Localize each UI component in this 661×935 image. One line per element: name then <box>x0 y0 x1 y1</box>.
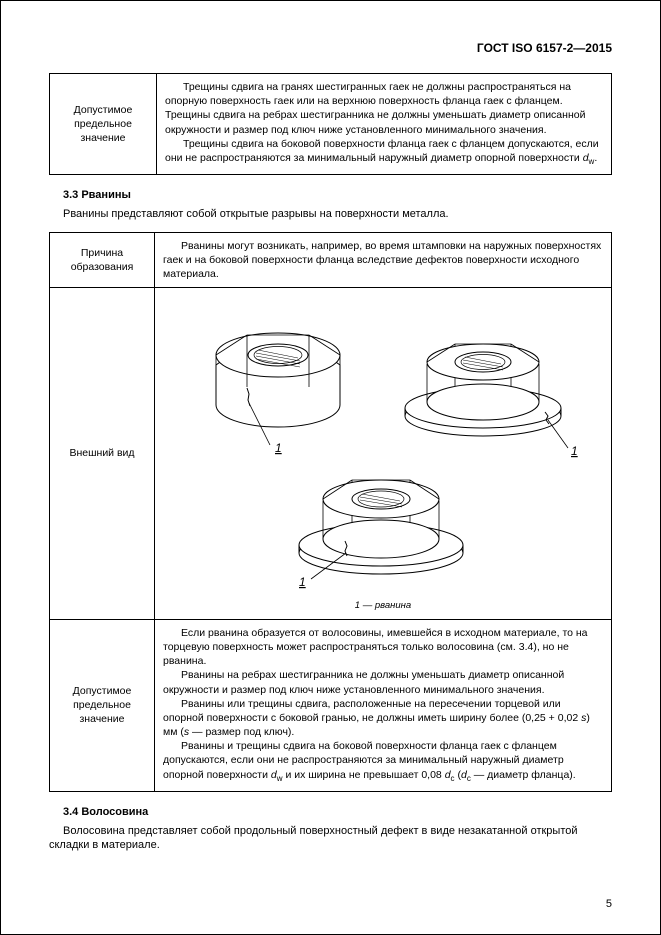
page-number: 5 <box>606 898 612 910</box>
t2-r1-label: Причина образования <box>50 232 155 288</box>
t2-r2-label: Внешний вид <box>50 288 155 620</box>
t2-r3-text: Если рванина образуется от волосовины, и… <box>155 619 612 791</box>
t2-r3-label: Допустимое предельное значение <box>50 619 155 791</box>
nut-svg: 1 <box>163 298 603 598</box>
svg-text:1: 1 <box>275 441 282 455</box>
t1-p1: Трещины сдвига на гранях шестигранных га… <box>165 80 603 137</box>
page: ГОСТ ISO 6157-2—2015 Допустимое предельн… <box>0 0 661 935</box>
t1-text: Трещины сдвига на гранях шестигранных га… <box>157 74 612 175</box>
sec33-intro: Рванины представляют собой открытые разр… <box>49 207 612 222</box>
table-rvaniny: Причина образования Рванины могут возник… <box>49 232 612 792</box>
svg-text:1: 1 <box>299 575 306 589</box>
t2-diagram-cell: 1 <box>155 288 612 620</box>
t1-p2: Трещины сдвига на боковой поверхности фл… <box>165 137 603 168</box>
svg-text:1: 1 <box>571 444 578 458</box>
doc-header: ГОСТ ISO 6157-2—2015 <box>49 41 612 55</box>
t1-label: Допустимое предельное значение <box>50 74 157 175</box>
t2-r1-text: Рванины могут возникать, например, во вр… <box>155 232 612 288</box>
t2-r3-p3: Рванины или трещины сдвига, расположенны… <box>163 697 603 740</box>
table-limit-1: Допустимое предельное значение Трещины с… <box>49 73 612 175</box>
t2-r3-p4: Рванины и трещины сдвига на боковой пове… <box>163 739 603 784</box>
sec34-intro: Волосовина представляет собой продольный… <box>49 824 612 854</box>
nut-diagram: 1 <box>163 298 603 598</box>
sec34-heading: 3.4 Волосовина <box>63 806 612 818</box>
t2-r3-p2: Рванины на ребрах шестигранника не должн… <box>163 668 603 696</box>
t2-r3-p1: Если рванина образуется от волосовины, и… <box>163 626 603 669</box>
sec33-heading: 3.3 Рванины <box>63 189 612 201</box>
diagram-caption: 1 — рванина <box>163 600 603 613</box>
